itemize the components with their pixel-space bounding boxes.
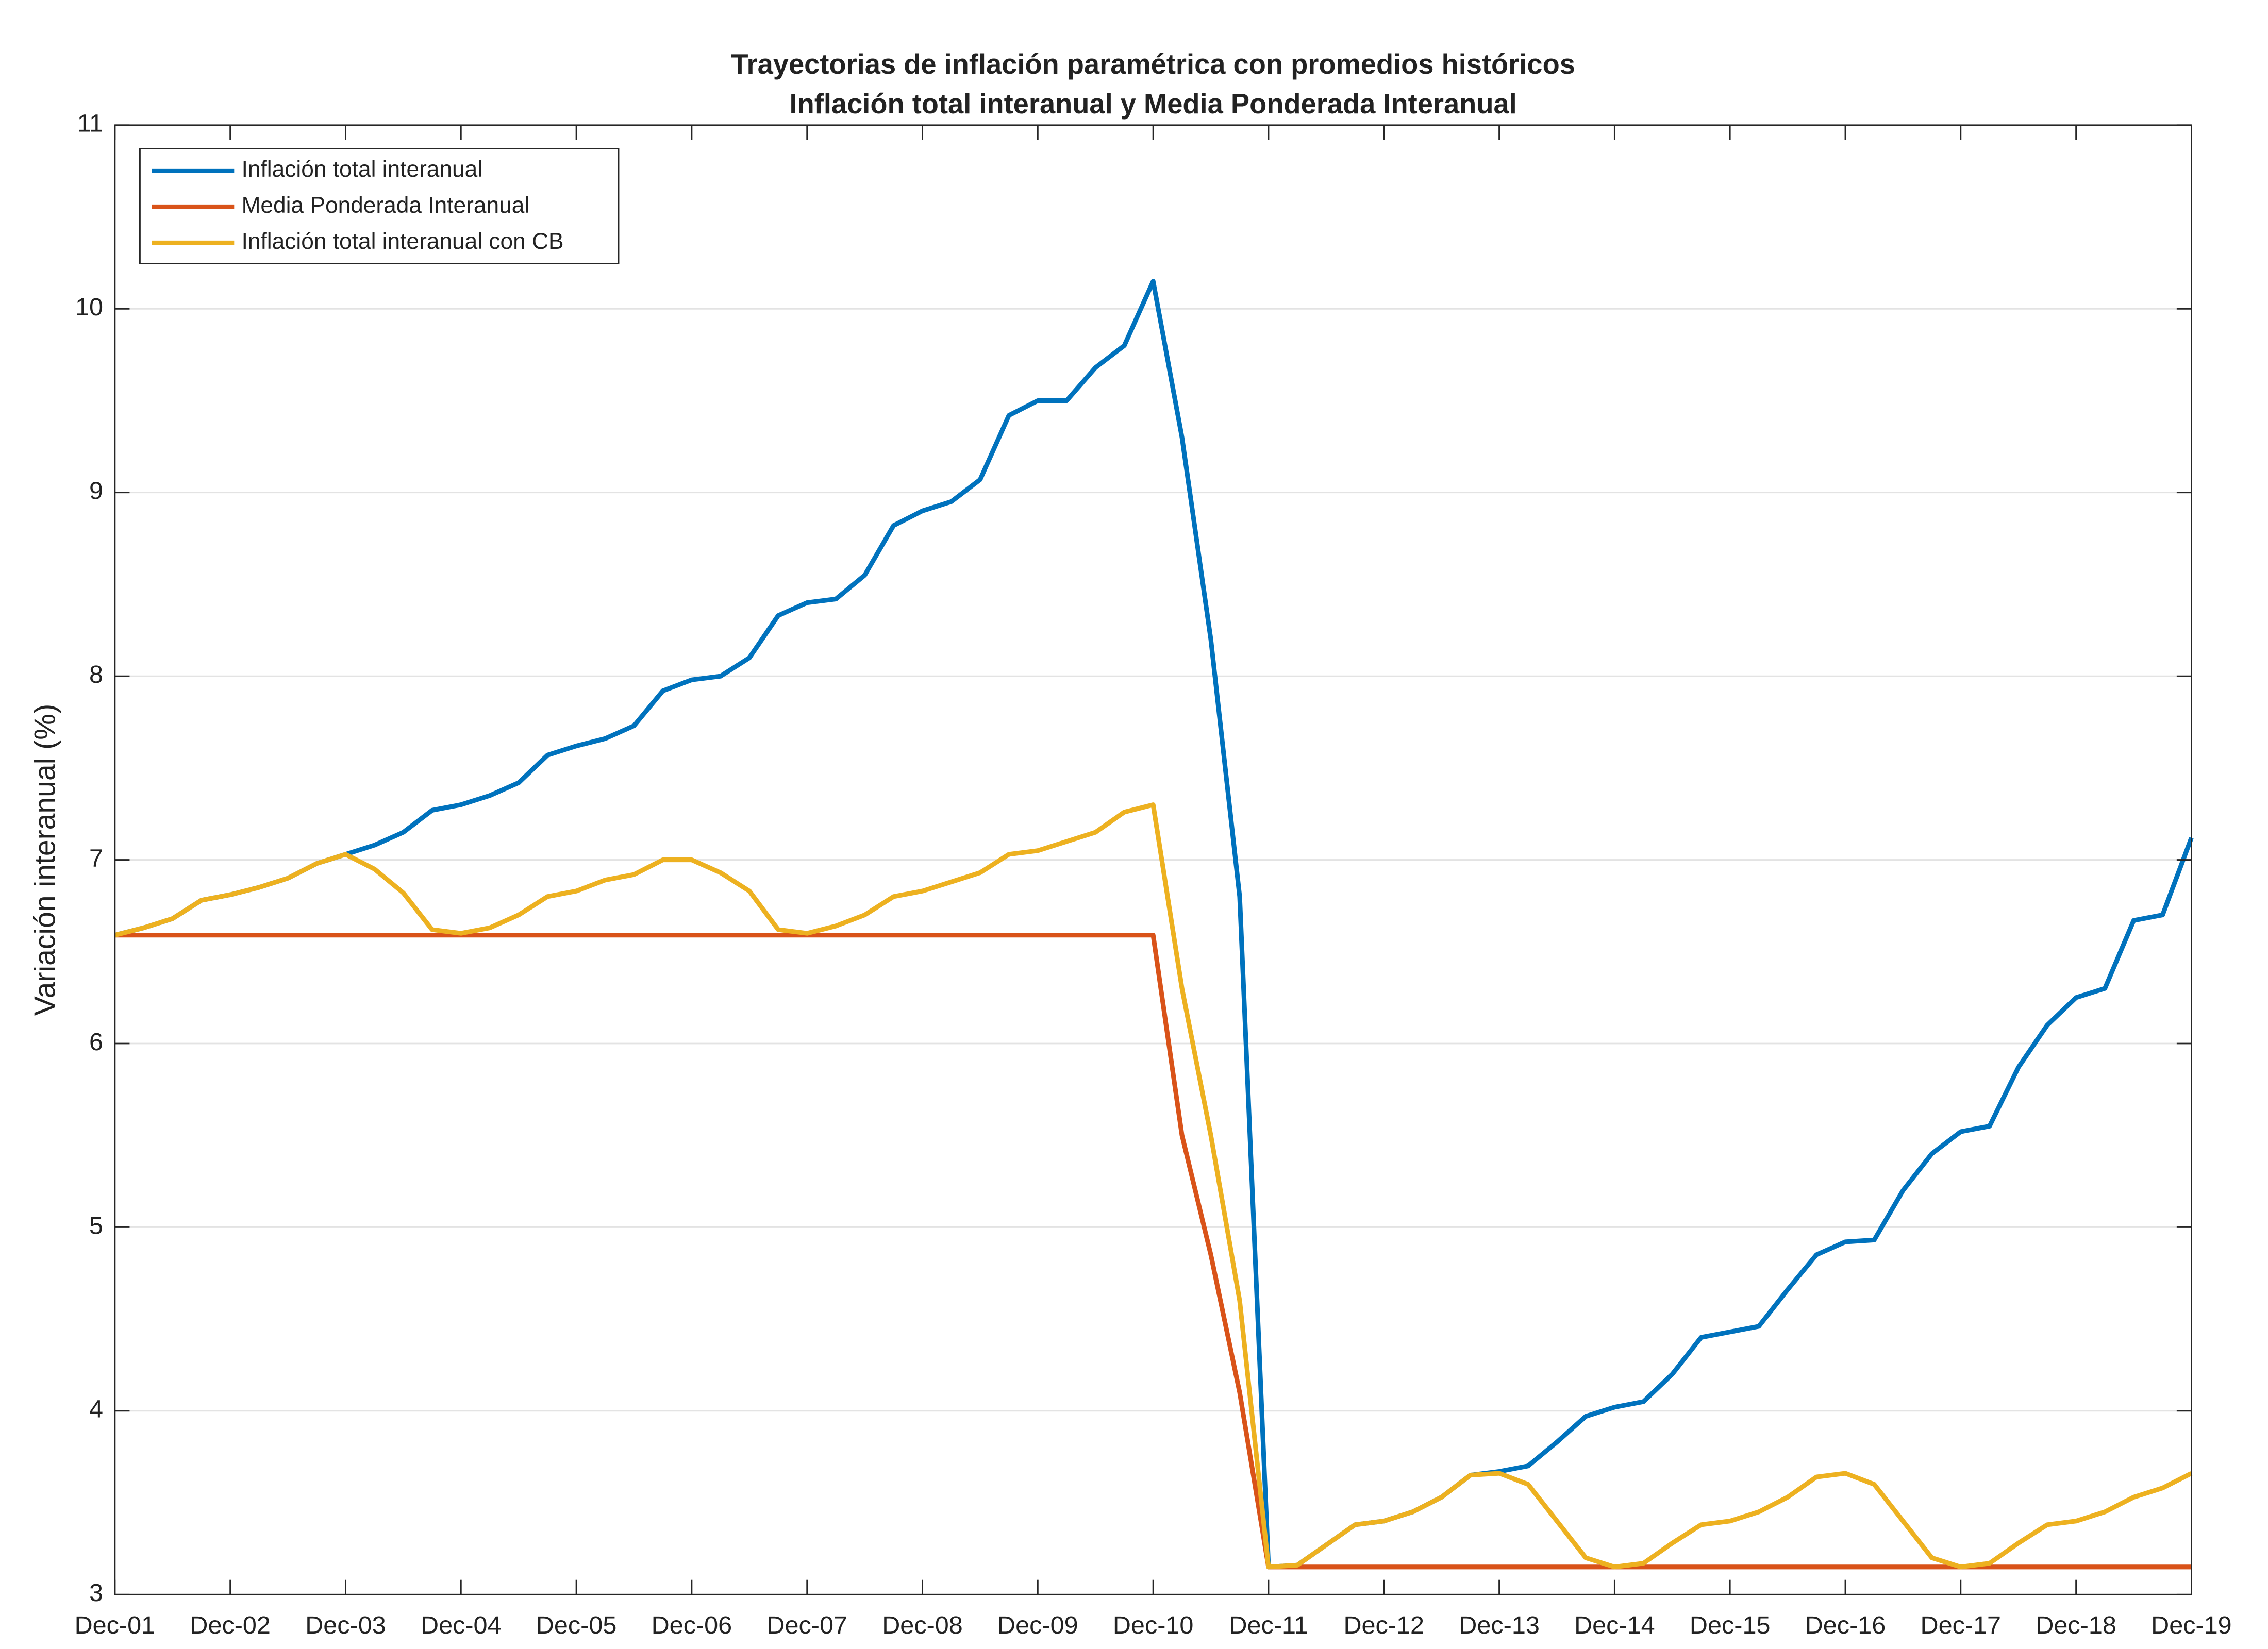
x-tick-label: Dec-06 — [652, 1611, 732, 1639]
y-tick-label: 10 — [75, 293, 103, 321]
x-tick-label: Dec-03 — [305, 1611, 386, 1639]
y-tick-label: 11 — [77, 110, 103, 138]
x-tick-label: Dec-07 — [766, 1611, 847, 1639]
y-axis-label: Variación interanual (%) — [29, 704, 62, 1016]
x-tick-label: Dec-12 — [1343, 1611, 1424, 1639]
lines — [114, 279, 2194, 1570]
x-tick-label: Dec-08 — [882, 1611, 963, 1639]
ticks: 3 4 5 6 7 8 9 10 11 Dec-01 Dec-02 Dec-03 Dec-04 Dec-0… — [75, 110, 2232, 1639]
y-tick-label: 8 — [89, 661, 103, 688]
x-tick-label: Dec-02 — [190, 1611, 271, 1639]
x-tick-label: Dec-09 — [997, 1611, 1078, 1639]
y-tick-label: 3 — [89, 1579, 103, 1607]
chart-title: Trayectorias de inflación paramétrica co… — [731, 48, 1575, 80]
series-line — [114, 279, 2194, 1570]
series-line — [114, 802, 2193, 1570]
x-tick-label: Dec-05 — [536, 1611, 617, 1639]
x-tick-label: Dec-14 — [1574, 1611, 1655, 1639]
y-tick-label: 9 — [89, 477, 103, 505]
x-tick-label: Dec-13 — [1459, 1611, 1540, 1639]
x-tick-label: Dec-10 — [1113, 1611, 1194, 1639]
x-tick-label: Dec-19 — [2151, 1611, 2232, 1639]
chart-subtitle: Inflación total interanual y Media Ponde… — [790, 88, 1517, 120]
y-tick-label: 4 — [89, 1395, 103, 1423]
legend-label: Media Ponderada Interanual — [242, 193, 530, 218]
legend-label: Inflación total interanual — [242, 157, 483, 182]
y-tick-label: 6 — [89, 1028, 103, 1056]
x-tick-label: Dec-16 — [1805, 1611, 1886, 1639]
x-tick-label: Dec-04 — [421, 1611, 502, 1639]
x-tick-label: Dec-01 — [75, 1611, 156, 1639]
legend-label: Inflación total interanual con CB — [242, 229, 564, 254]
y-tick-label: 7 — [89, 844, 103, 872]
legend: Inflación total interanual Media Ponderad… — [139, 148, 620, 264]
x-tick-label: Dec-17 — [1921, 1611, 2002, 1639]
x-tick-label: Dec-15 — [1690, 1611, 1771, 1639]
x-tick-label: Dec-11 — [1229, 1611, 1308, 1639]
y-tick-label: 5 — [89, 1211, 103, 1239]
x-tick-label: Dec-18 — [2036, 1611, 2116, 1639]
